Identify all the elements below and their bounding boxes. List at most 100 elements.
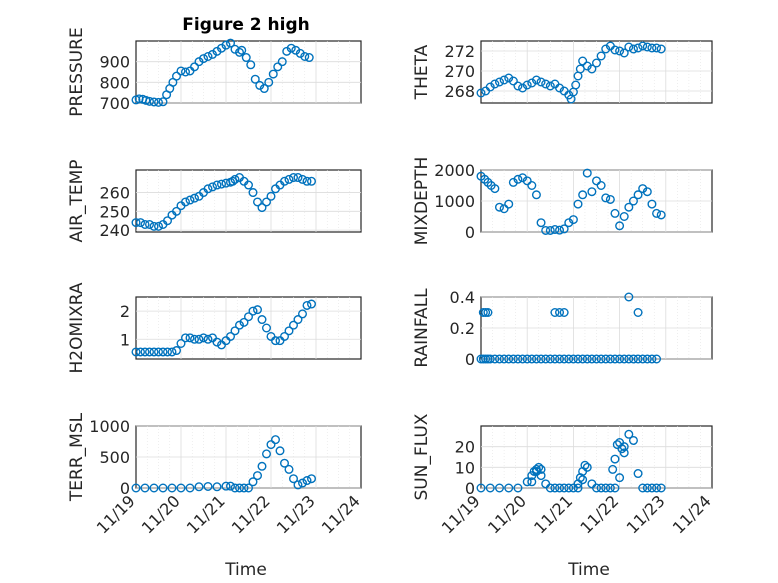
data-point [262, 323, 272, 333]
data-point [596, 354, 606, 364]
x-tick-label: 11/19 [93, 491, 139, 537]
data-point [185, 483, 195, 493]
subplot-5: 1 2 H2OMIXRA [67, 282, 362, 374]
data-point [619, 48, 629, 58]
data-point [494, 483, 504, 493]
data-point [298, 174, 308, 184]
data-point [149, 97, 159, 107]
y-axis-label: PRESSURE [67, 27, 87, 116]
y-axis-label: MIXDEPTH [412, 157, 432, 246]
data-point [194, 334, 204, 344]
data-point [485, 354, 495, 364]
data-point [573, 199, 583, 209]
y-tick-label: 2 [120, 302, 130, 321]
data-point [189, 62, 199, 72]
data-point [508, 354, 518, 364]
data-point [275, 446, 285, 456]
data-point [257, 203, 267, 213]
data-point [252, 197, 262, 207]
y-axis-label: SUN_FLUX [412, 413, 432, 500]
y-tick-label: 900 [99, 53, 130, 72]
data-point [518, 83, 528, 93]
data-point [559, 483, 569, 493]
data-point [234, 47, 244, 57]
data-point [624, 354, 634, 364]
data-point [550, 354, 560, 364]
data-point [642, 354, 652, 364]
series-markers [476, 429, 666, 493]
data-point [642, 187, 652, 197]
data-point [262, 449, 272, 459]
series-markers [476, 168, 666, 235]
data-point [656, 210, 666, 220]
data-point [237, 45, 247, 55]
y-tick-label: 1000 [434, 192, 475, 211]
data-point [513, 81, 523, 91]
data-point [298, 309, 308, 319]
data-point [239, 317, 249, 327]
data-point [578, 354, 588, 364]
data-point [504, 199, 514, 209]
data-point [225, 331, 235, 341]
data-point [225, 481, 235, 491]
x-tick-label: 11/23 [273, 491, 319, 537]
data-point [610, 483, 620, 493]
data-point [293, 315, 303, 325]
data-point [522, 176, 532, 186]
data-point [559, 308, 569, 318]
data-point [534, 462, 544, 472]
data-point [153, 347, 163, 357]
data-point [564, 354, 574, 364]
data-point [144, 219, 154, 229]
data-point [280, 458, 290, 468]
data-point [289, 173, 299, 183]
x-axis-label-left: Time [224, 560, 267, 580]
data-point [212, 337, 222, 347]
data-point [483, 308, 493, 318]
data-point [494, 202, 504, 212]
data-point [610, 354, 620, 364]
data-point [504, 354, 514, 364]
data-point [504, 483, 514, 493]
data-point [619, 211, 629, 221]
data-point [194, 482, 204, 492]
data-point [286, 43, 296, 53]
data-point [638, 354, 648, 364]
data-point [578, 190, 588, 200]
data-point [647, 43, 657, 53]
data-point [490, 354, 500, 364]
y-tick-label: 1000 [89, 417, 130, 436]
data-point [293, 480, 303, 490]
data-point [531, 75, 541, 85]
x-tick-label: 11/20 [138, 491, 184, 537]
series-markers [131, 299, 317, 357]
data-point [545, 354, 555, 364]
gridlines [481, 426, 712, 489]
data-point [284, 464, 294, 474]
data-point [284, 174, 294, 184]
data-point [573, 483, 583, 493]
data-point [158, 97, 168, 107]
x-tick-label: 11/19 [438, 491, 484, 537]
data-point [131, 483, 141, 493]
data-point [307, 474, 317, 484]
y-tick-label: 260 [99, 184, 130, 203]
data-point [545, 225, 555, 235]
data-point [559, 354, 569, 364]
data-point [149, 483, 159, 493]
data-point [162, 347, 172, 357]
data-point [513, 483, 523, 493]
series-markers [476, 292, 662, 364]
data-point [582, 354, 592, 364]
data-point [587, 354, 597, 364]
data-point [230, 326, 240, 336]
data-point [207, 182, 217, 192]
data-point [615, 221, 625, 231]
data-point [513, 174, 523, 184]
data-point [527, 180, 537, 190]
data-point [541, 79, 551, 89]
data-point [158, 483, 168, 493]
